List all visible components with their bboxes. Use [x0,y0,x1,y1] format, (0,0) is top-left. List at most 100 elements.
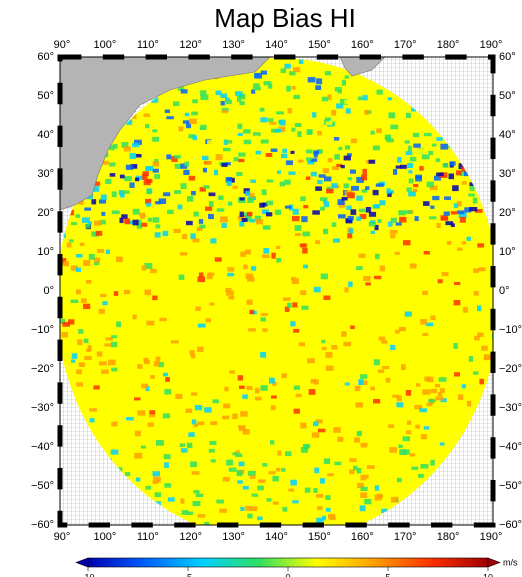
bias-cell [100,294,106,297]
bias-cell [195,405,202,410]
bias-cell [215,257,222,261]
bias-cell [223,477,230,481]
bias-cell [449,174,454,180]
bias-cell [463,307,468,313]
bias-cell [83,304,90,309]
bias-cell [410,453,415,456]
lat-label-left: −60° [31,519,54,531]
bias-cell [270,440,274,444]
bias-cell [166,116,173,119]
bias-cell [308,77,316,82]
bias-cell [247,514,252,519]
bias-cell [301,447,308,453]
bias-cell [213,399,219,403]
bias-cell [348,177,352,180]
bias-cell [436,173,444,177]
bias-cell [190,233,195,239]
bias-cell [245,506,252,511]
bias-cell [196,494,204,497]
bias-cell [422,291,428,295]
bias-cell [327,473,334,476]
bias-cell [338,214,346,218]
bias-cell [275,210,281,215]
bias-cell [377,90,383,95]
bias-cell [346,108,351,113]
bias-cell [447,241,452,245]
lon-label-bottom: 170° [394,531,417,543]
bias-cell [387,188,391,194]
bias-cell [238,124,243,129]
bias-cell [86,280,92,284]
bias-cell [177,96,183,100]
bias-cell [281,69,286,74]
bias-cell [322,347,327,350]
bias-cell [473,268,479,273]
bias-cell [76,214,80,218]
bias-cell [332,222,337,227]
bias-cell [271,405,276,410]
bias-cell [423,201,430,206]
colorbar-tick-label: -10 [81,572,94,577]
bias-cell [406,430,412,434]
lon-label-top: 160° [351,39,374,51]
bias-cell [269,378,275,384]
bias-cell [365,186,369,190]
map-title: Map Bias HI [214,3,356,33]
bias-cell [282,149,287,153]
bias-cell [366,207,371,213]
bias-cell [263,225,271,229]
bias-cell [275,129,281,133]
bias-cell [149,414,155,417]
bias-cell [164,389,171,394]
bias-cell [388,424,394,428]
bias-cell [301,216,307,222]
bias-cell [166,154,171,159]
bias-cell [159,318,166,321]
bias-cell [299,342,305,346]
bias-cell [238,425,246,429]
bias-cell [263,248,269,254]
bias-cell [320,197,327,201]
bias-cell [251,527,258,530]
bias-cell [183,120,190,123]
bias-cell [354,437,360,442]
bias-cell [293,67,300,72]
bias-cell [80,243,85,246]
bias-cell [201,543,206,547]
bias-cell [285,206,291,209]
bias-cell [186,221,193,225]
bias-cell [234,157,239,161]
bias-cell [396,402,403,407]
bias-cell [422,154,430,159]
bias-cell [406,390,411,396]
bias-cell [424,251,430,255]
bias-cell [419,166,423,171]
bias-cell [403,240,410,245]
bias-cell [135,178,139,182]
bias-cell [411,467,418,470]
bias-cell [168,497,175,501]
bias-cell [307,358,315,363]
bias-cell [257,486,264,491]
bias-cell [239,462,245,467]
bias-cell [300,196,305,201]
bias-cell [185,162,190,167]
bias-cell [181,183,187,189]
bias-cell [379,200,385,205]
bias-cell [76,369,82,374]
bias-cell [254,73,262,79]
bias-cell [484,357,490,361]
bias-cell [436,137,442,141]
bias-cell [365,475,369,479]
bias-cell [109,162,115,166]
bias-cell [260,352,266,358]
lat-label-right: 0° [499,285,510,297]
bias-cell [149,410,155,414]
bias-cell [288,108,292,113]
bias-cell [244,140,251,145]
bias-cell [165,377,170,382]
bias-cell [260,117,267,122]
lat-label-left: 60° [37,51,54,63]
lat-label-left: −50° [31,480,54,492]
bias-cell [415,176,422,181]
